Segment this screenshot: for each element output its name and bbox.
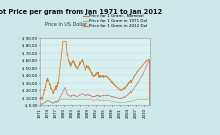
- Text: Price in US Dollar: Price in US Dollar: [45, 22, 87, 27]
- Legend: Price for 1 Gram - Nominal, Price for 1 Gram in 1971 Dol, Price for 1 Gram in 20: Price for 1 Gram - Nominal, Price for 1 …: [83, 14, 148, 28]
- Text: Gold Spot Price per gram from Jan 1971 to Jan 2012: Gold Spot Price per gram from Jan 1971 t…: [0, 9, 162, 15]
